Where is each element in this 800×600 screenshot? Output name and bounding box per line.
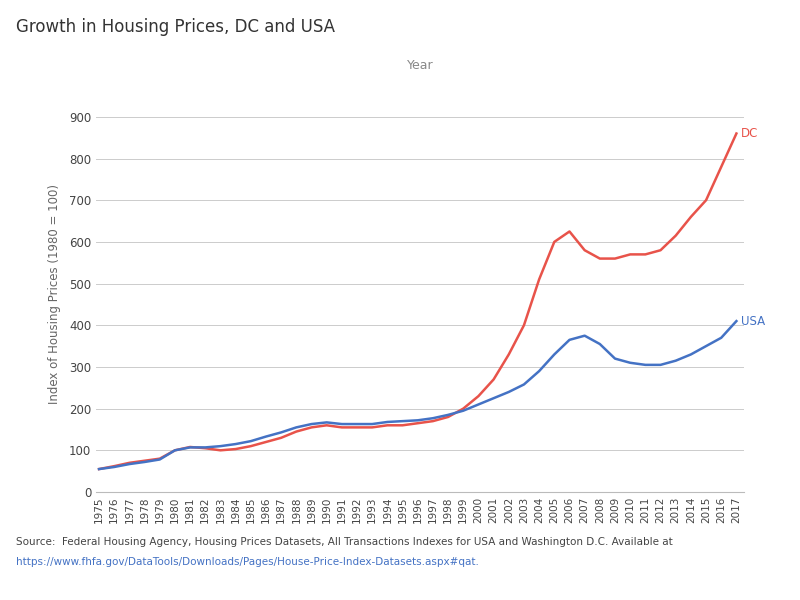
Text: https://www.fhfa.gov/DataTools/Downloads/Pages/House-Price-Index-Datasets.aspx#q: https://www.fhfa.gov/DataTools/Downloads… bbox=[16, 557, 479, 567]
Text: Source:  Federal Housing Agency, Housing Prices Datasets, All Transactions Index: Source: Federal Housing Agency, Housing … bbox=[16, 537, 673, 547]
Text: DC: DC bbox=[741, 127, 758, 140]
Text: Year: Year bbox=[406, 59, 434, 72]
Text: USA: USA bbox=[741, 314, 765, 328]
Y-axis label: Index of Housing Prices (1980 = 100): Index of Housing Prices (1980 = 100) bbox=[47, 184, 61, 404]
Text: Growth in Housing Prices, DC and USA: Growth in Housing Prices, DC and USA bbox=[16, 18, 335, 36]
